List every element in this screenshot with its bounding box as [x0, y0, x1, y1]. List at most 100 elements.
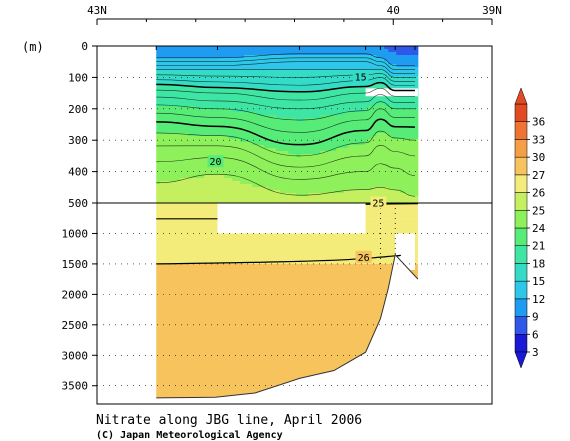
concentration-cell	[348, 196, 353, 200]
concentration-cell	[184, 172, 189, 176]
concentration-cell	[412, 160, 417, 164]
concentration-cell	[216, 67, 221, 71]
concentration-cell	[224, 82, 229, 86]
concentration-cell	[248, 64, 253, 68]
concentration-cell	[212, 46, 217, 50]
concentration-cell	[200, 196, 205, 200]
concentration-cell	[252, 196, 257, 200]
concentration-cell	[304, 172, 309, 176]
concentration-cell	[404, 106, 409, 110]
colorbar-label: 33	[532, 133, 545, 146]
concentration-cell	[408, 79, 413, 83]
concentration-cell	[272, 67, 277, 71]
concentration-cell	[408, 52, 413, 56]
concentration-cell	[240, 139, 245, 143]
concentration-cell	[256, 85, 261, 89]
concentration-cell	[184, 139, 189, 143]
concentration-cell	[340, 136, 345, 140]
concentration-cell	[300, 88, 305, 92]
concentration-cell	[404, 49, 409, 53]
concentration-cell	[300, 187, 305, 191]
concentration-cell	[260, 193, 265, 197]
concentration-cell	[376, 157, 381, 161]
concentration-cell	[316, 73, 321, 77]
concentration-cell	[284, 70, 289, 74]
concentration-cell	[324, 178, 329, 182]
concentration-cell	[344, 64, 349, 68]
concentration-cell	[292, 130, 297, 134]
concentration-cell	[380, 85, 385, 89]
concentration-cell	[168, 52, 173, 56]
concentration-cell	[416, 136, 419, 140]
concentration-cell	[168, 160, 173, 164]
concentration-cell	[280, 121, 285, 125]
concentration-cell	[340, 184, 345, 188]
concentration-cell	[192, 58, 197, 62]
concentration-cell	[172, 196, 177, 200]
concentration-cell	[156, 166, 161, 170]
concentration-cell	[176, 145, 181, 149]
concentration-cell	[272, 139, 277, 143]
concentration-cell	[336, 58, 341, 62]
concentration-cell	[300, 145, 305, 149]
concentration-cell	[268, 169, 273, 173]
concentration-cell	[332, 145, 337, 149]
concentration-cell	[372, 61, 377, 65]
concentration-cell	[192, 55, 197, 59]
concentration-cell	[348, 103, 353, 107]
concentration-cell	[320, 73, 325, 77]
concentration-cell	[212, 76, 217, 80]
concentration-cell	[344, 127, 349, 131]
concentration-cell	[264, 160, 269, 164]
y-tick-label: 3500	[62, 380, 89, 393]
colorbar-box	[514, 263, 528, 282]
concentration-cell	[252, 145, 257, 149]
concentration-cell	[332, 139, 337, 143]
concentration-cell	[388, 64, 393, 68]
concentration-cell	[388, 73, 393, 77]
concentration-cell	[244, 184, 249, 188]
concentration-cell	[184, 85, 189, 89]
concentration-cell	[368, 64, 373, 68]
concentration-cell	[376, 97, 381, 101]
concentration-cell	[252, 64, 257, 68]
concentration-cell	[324, 148, 329, 152]
contour-line	[156, 118, 415, 146]
concentration-cell	[372, 178, 377, 182]
concentration-cell	[176, 193, 181, 197]
concentration-cell	[392, 100, 397, 104]
concentration-cell	[332, 148, 337, 152]
contour-line	[156, 94, 415, 110]
concentration-cell	[204, 97, 209, 101]
concentration-cell	[224, 124, 229, 128]
concentration-cell	[208, 133, 213, 137]
concentration-cell	[324, 64, 329, 68]
concentration-cell	[352, 46, 357, 50]
concentration-cell	[360, 175, 365, 179]
concentration-cell	[300, 142, 305, 146]
concentration-cell	[268, 190, 273, 194]
concentration-cell	[384, 178, 389, 182]
concentration-cell	[180, 73, 185, 77]
concentration-cell	[372, 46, 377, 50]
concentration-cell	[320, 172, 325, 176]
concentration-cell	[340, 181, 345, 185]
concentration-cell	[340, 67, 345, 71]
concentration-cell	[348, 136, 353, 140]
concentration-cell	[332, 160, 337, 164]
concentration-cell	[388, 58, 393, 62]
concentration-cell	[300, 166, 305, 170]
concentration-cell	[160, 85, 165, 89]
concentration-cell	[384, 160, 389, 164]
concentration-cell	[320, 142, 325, 146]
concentration-cell	[288, 178, 293, 182]
concentration-cell	[192, 130, 197, 134]
concentration-cell	[248, 61, 253, 65]
concentration-cell	[348, 151, 353, 155]
concentration-cell	[244, 130, 249, 134]
concentration-cell	[176, 199, 181, 203]
concentration-cell	[408, 196, 413, 200]
concentration-cell	[340, 142, 345, 146]
concentration-cell	[308, 85, 313, 89]
concentration-cell	[384, 64, 389, 68]
